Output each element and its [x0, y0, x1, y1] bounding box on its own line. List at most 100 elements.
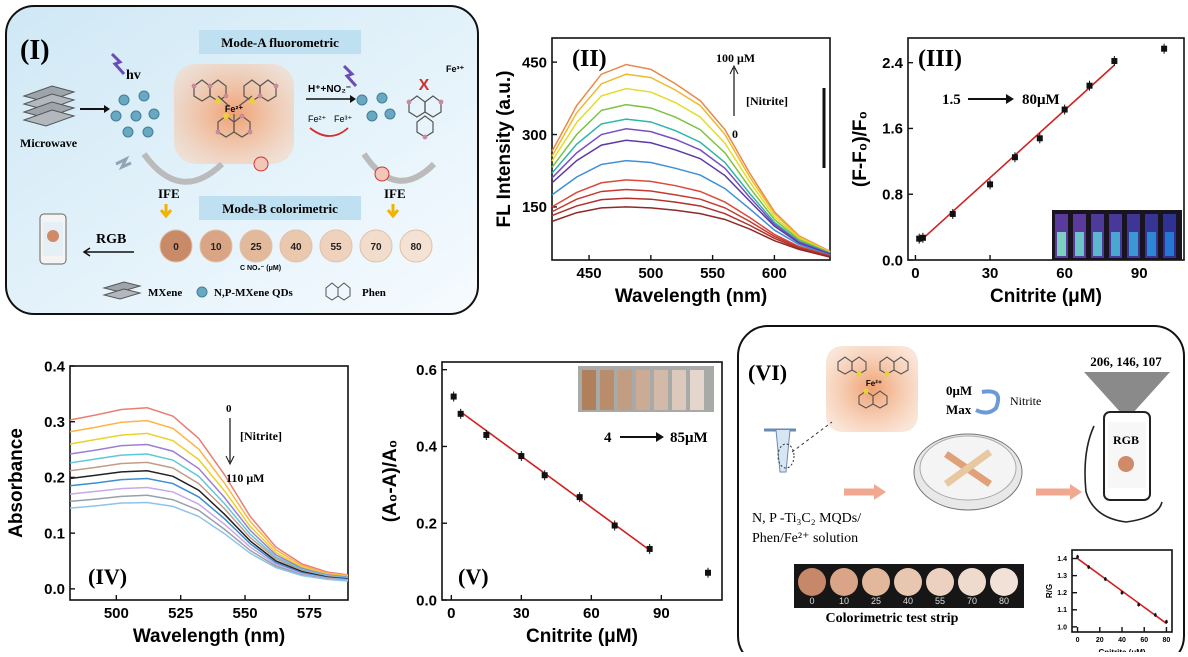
legend-mxene: MXene — [148, 287, 182, 299]
rgb-values-label: 206, 146, 107 — [1090, 354, 1162, 369]
x-tick-label: 90 — [653, 605, 670, 622]
reagent-label: H⁺+NO₂⁻ — [308, 84, 351, 95]
solution-line2: Phen/Fe²⁺ solution — [752, 531, 858, 546]
anno-top: 0 — [226, 403, 232, 415]
strip-dot — [958, 568, 986, 596]
y-tick-label: 0.3 — [44, 414, 65, 431]
x-tick-label: 525 — [168, 605, 193, 622]
series-line — [551, 179, 831, 257]
x-tick-label: 40 — [1118, 637, 1126, 644]
anno-bot: 110 μM — [226, 471, 264, 485]
color-dot — [319, 229, 353, 263]
data-point — [1161, 45, 1168, 52]
petri-dish-icon — [913, 433, 1023, 511]
strip-dot — [894, 568, 922, 596]
x-tick-label: 20 — [1096, 637, 1104, 644]
series-line — [69, 501, 349, 582]
data-point — [1137, 603, 1140, 606]
strip-dot-label: 40 — [903, 596, 913, 606]
panel-II: 450 500 550 600 150 300 450 Wavelength (nm) FL I… — [486, 4, 842, 316]
y-tick-label: 0.6 — [416, 362, 437, 379]
camera-beam — [1084, 372, 1170, 414]
y-tick-label: 1.0 — [1057, 624, 1067, 631]
blocked-icon — [253, 156, 269, 172]
anno-top: 100 μM — [716, 51, 755, 65]
fe2-label: Fe²⁺ — [225, 104, 244, 114]
x-tick-label: 0 — [1076, 637, 1080, 644]
cross-icon: X — [419, 77, 430, 94]
fe3-label: Fe³⁺ — [446, 64, 465, 74]
data-point — [611, 522, 618, 529]
qds-cluster-left — [110, 90, 160, 138]
series-line — [551, 87, 831, 253]
mode-a-title: Mode-A fluorometric — [221, 35, 339, 50]
arrow-down-icon — [159, 204, 173, 219]
strip-dot-label: 70 — [967, 596, 977, 606]
y-tick-label: 2.4 — [882, 55, 904, 72]
solution-line1: N, P -Ti₃C₂ MQDs/ — [752, 511, 861, 526]
x-tick-label: 80 — [1163, 637, 1171, 644]
y-tick-label: 1.1 — [1057, 607, 1067, 614]
legend-qds: N,P-MXene QDs — [214, 287, 294, 299]
series-line — [69, 407, 349, 576]
series-line — [69, 419, 349, 577]
data-point — [949, 210, 956, 217]
y-tick-label: 0.4 — [416, 439, 438, 456]
color-dot-label: 10 — [210, 242, 222, 253]
series-line — [551, 118, 831, 254]
y-tick-label: 1.3 — [1057, 573, 1067, 580]
mode-b-box — [199, 196, 361, 220]
panel-IV-chart: 500 525 550 575 0.0 0.1 0.2 0.3 0.4 Wavelength (n… — [6, 358, 349, 647]
curved-arrow-icon — [141, 152, 225, 185]
series-line — [69, 453, 349, 579]
color-dot-label: 80 — [410, 242, 422, 253]
conc-label: 0μM — [946, 383, 972, 398]
panel-V-chart: 0 30 60 90 0.0 0.2 0.4 0.6 Cnitrite (μM) (A₀-A)/A… — [380, 361, 723, 647]
series-line — [69, 469, 349, 580]
strip-dot — [862, 568, 890, 596]
ife-right-label: IFE — [384, 186, 406, 201]
y-tick-label: 1.6 — [882, 121, 903, 138]
strip-dot-label: 10 — [839, 596, 849, 606]
arrow-down-icon — [386, 204, 400, 219]
panel-III-label: (III) — [918, 46, 962, 72]
data-point — [987, 181, 994, 188]
data-point — [483, 431, 490, 438]
range-start: 1.5 — [942, 92, 961, 108]
panel-V: 0 30 60 90 0.0 0.2 0.4 0.6 Cnitrite (μM) (A₀-A)/A… — [372, 344, 732, 652]
legend-phen: Phen — [362, 287, 386, 299]
x-tick-label: 600 — [762, 265, 787, 282]
x-tick-label: 550 — [233, 605, 258, 622]
strip-dot-label: 80 — [999, 596, 1009, 606]
data-point — [1061, 106, 1068, 113]
data-point — [705, 569, 711, 576]
arrow-icon — [350, 95, 356, 103]
range-end: 85μM — [670, 430, 708, 446]
x-tick-label: 575 — [297, 605, 322, 622]
panel-III: 0 30 60 90 0.0 0.8 1.6 2.4 Cnitrite (μM) (F-F₀)/F… — [846, 4, 1188, 316]
strip-dot-label: 0 — [809, 596, 814, 606]
data-point — [1165, 620, 1168, 624]
phen-legend-icon — [325, 282, 351, 301]
ife-left-label: IFE — [158, 186, 180, 201]
panel-V-label: (V) — [458, 564, 489, 589]
conc-unit-label: C NO₂⁻ (μM) — [240, 265, 281, 272]
data-point — [1104, 577, 1107, 581]
color-dots-row: 0 10 25 40 55 70 80 — [159, 229, 433, 263]
series-line — [551, 197, 831, 258]
strip-dot-label: 55 — [935, 596, 945, 606]
rgb-label: RGB — [96, 232, 126, 247]
panel-I-illustration: (I) Mode-A fluorometric Microwave hv Fe²… — [5, 5, 479, 315]
y-tick-label: 0.2 — [416, 515, 437, 532]
strip-dot — [798, 568, 826, 596]
data-point — [450, 393, 457, 400]
data-point — [518, 453, 525, 460]
series-line — [69, 477, 349, 581]
series-line — [69, 461, 349, 580]
data-point — [1076, 555, 1079, 559]
color-dot — [159, 229, 193, 263]
y-tick-label: 300 — [522, 127, 547, 144]
y-tick-label: 0.0 — [44, 581, 65, 598]
x-tick-label: 500 — [638, 265, 663, 282]
anno-bot: 0 — [732, 127, 738, 141]
